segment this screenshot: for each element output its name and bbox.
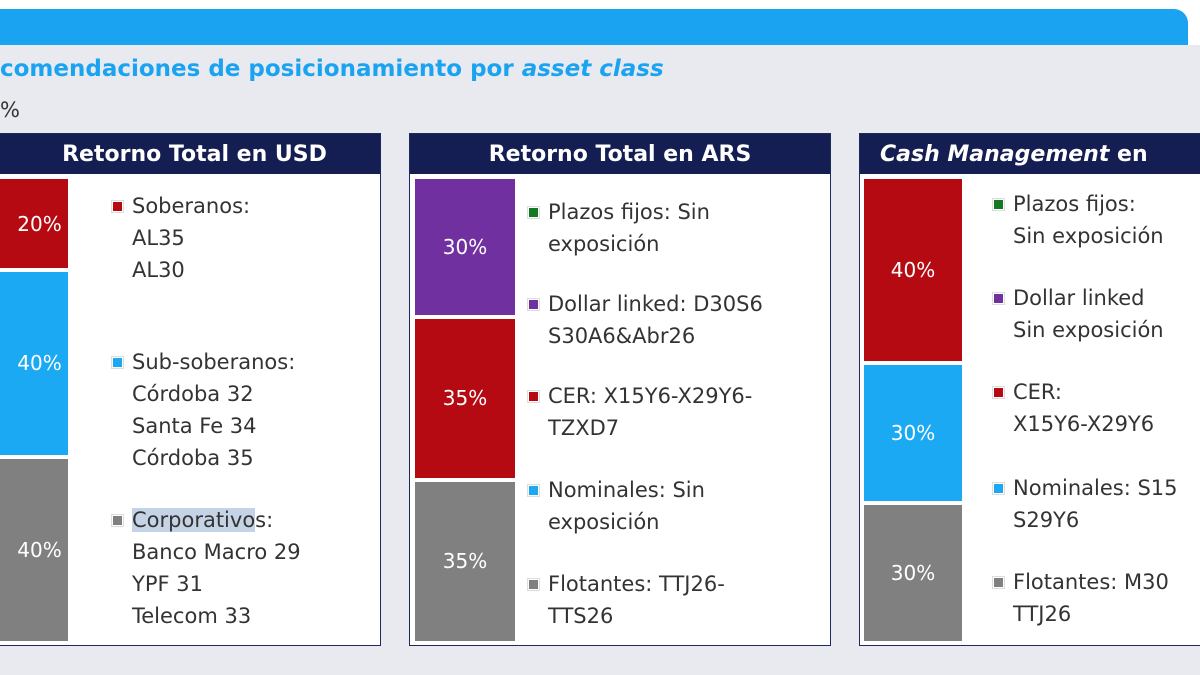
panel-cash-legend-item: Plazos fijos: Sin exposición bbox=[992, 188, 1164, 252]
panel-cash-bar-segment-flotantes: 30% bbox=[862, 503, 964, 643]
panel-cash-bar-segment-cer: 40% bbox=[862, 177, 964, 364]
panel-cash-bar-value-label: 40% bbox=[890, 258, 936, 283]
panel-ars-bar-segment-dollar-linked: 30% bbox=[413, 177, 517, 317]
panel-usd-legend-item: Sub-soberanos: Córdoba 32 Santa Fe 34 Córdo… bbox=[111, 346, 296, 474]
panel-cash-legend-text: Sin exposición bbox=[1013, 318, 1164, 342]
legend-marker-icon bbox=[992, 292, 1005, 305]
legend-marker-icon bbox=[992, 386, 1005, 399]
panel-ars-legend-text: exposición bbox=[548, 510, 660, 534]
panel-cash-legend-item: CER: X15Y6-X29Y6 bbox=[992, 376, 1155, 440]
panel-usd-bar-segment-soberanos: 20% bbox=[0, 177, 70, 271]
panel-ars-legend-text: exposición bbox=[548, 232, 660, 256]
panel-usd-title: Retorno Total en USD bbox=[62, 141, 327, 167]
panel-cash-legend-text: X15Y6-X29Y6 bbox=[1013, 412, 1155, 436]
panel-ars-legend-item: Plazos fijos: Sin exposición bbox=[527, 196, 710, 260]
legend-marker-icon bbox=[527, 390, 540, 403]
panel-cash: Cash Management en 40% 30% 30% Plazos fijo… bbox=[859, 133, 1200, 646]
panel-usd-legend-text: AL35 bbox=[132, 226, 185, 250]
legend-marker-icon bbox=[992, 482, 1005, 495]
panel-cash-legend-text: Flotantes: M30 bbox=[1013, 570, 1169, 594]
panel-ars-bar-segment-flotantes: 35% bbox=[413, 479, 517, 643]
panel-cash-title-italic: Cash Management bbox=[880, 141, 1110, 167]
panel-ars-legend-text: TTS26 bbox=[548, 604, 614, 628]
panel-cash-legend-item: Flotantes: M30 TTJ26 bbox=[992, 566, 1169, 630]
panel-usd-bar-value-label: 40% bbox=[17, 537, 62, 562]
panel-usd-legend-text: Córdoba 32 bbox=[132, 382, 254, 406]
panel-ars-legend-item: Nominales: Sin exposición bbox=[527, 474, 705, 538]
panel-usd-legend-text: Córdoba 35 bbox=[132, 446, 254, 470]
panel-cash-legend-text: Sin exposición bbox=[1013, 224, 1164, 248]
panel-ars-title: Retorno Total en ARS bbox=[488, 141, 752, 167]
panel-usd-legend-item: Soberanos: AL35 AL30 bbox=[111, 190, 251, 286]
panel-usd-bar: 20% 40% 40% bbox=[0, 177, 70, 643]
slide-title: comendaciones de posicionamiento por ass… bbox=[0, 56, 664, 82]
panel-ars-legend-item: Dollar linked: D30S6 S30A6&Abr26 bbox=[527, 288, 763, 352]
panel-ars-legend-text: CER: X15Y6-X29Y6- bbox=[548, 384, 753, 408]
legend-marker-icon bbox=[527, 298, 540, 311]
legend-marker-icon bbox=[111, 356, 124, 369]
panel-ars-bar-value-label: 30% bbox=[442, 234, 488, 259]
panel-cash-legend-text: CER: bbox=[1013, 380, 1062, 404]
panel-usd-bar-segment-sub-soberanos: 40% bbox=[0, 270, 70, 457]
panel-usd: Retorno Total en USD 20% 40% 40% Soberanos… bbox=[0, 133, 381, 646]
panel-ars-legend-text: TZXD7 bbox=[548, 416, 620, 440]
panel-cash-legend-item: Dollar linked Sin exposición bbox=[992, 282, 1164, 346]
panel-usd-legend-item: Corporativos: Banco Macro 29 YPF 31 Telecom… bbox=[111, 504, 301, 632]
top-banner bbox=[0, 9, 1188, 45]
legend-marker-icon bbox=[992, 198, 1005, 211]
panel-usd-bar-value-label: 20% bbox=[17, 211, 62, 236]
unit-label: % bbox=[0, 98, 20, 122]
panel-ars-bar-value-label: 35% bbox=[442, 549, 488, 574]
panel-usd-bar-segment-corporativos: 40% bbox=[0, 456, 70, 643]
panel-usd-legend-text: Santa Fe 34 bbox=[132, 414, 257, 438]
panel-usd-legend-text: AL30 bbox=[132, 258, 185, 282]
slide-title-text: comendaciones de posicionamiento por bbox=[0, 56, 522, 82]
panel-usd-legend-text: Soberanos: bbox=[132, 194, 251, 218]
panel-cash-header: Cash Management en bbox=[860, 134, 1200, 174]
panel-ars-bar-value-label: 35% bbox=[442, 386, 488, 411]
panel-ars-bar: 30% 35% 35% bbox=[413, 177, 517, 643]
panel-ars: Retorno Total en ARS 30% 35% 35% Plazos fi… bbox=[409, 133, 831, 646]
panel-cash-legend-item: Nominales: S15 S29Y6 bbox=[992, 472, 1178, 536]
panel-cash-bar-value-label: 30% bbox=[890, 561, 936, 586]
legend-marker-icon bbox=[527, 484, 540, 497]
panel-ars-bar-segment-cer: 35% bbox=[413, 316, 517, 480]
legend-marker-icon bbox=[527, 206, 540, 219]
panel-ars-legend-item: CER: X15Y6-X29Y6- TZXD7 bbox=[527, 380, 753, 444]
panel-cash-bar-value-label: 30% bbox=[890, 421, 936, 446]
panel-cash-bar-segment-nominales: 30% bbox=[862, 363, 964, 504]
legend-marker-icon bbox=[992, 576, 1005, 589]
panel-ars-legend-text: S30A6&Abr26 bbox=[548, 324, 696, 348]
panel-cash-legend-text: Dollar linked bbox=[1013, 286, 1145, 310]
panel-usd-legend-text: YPF 31 bbox=[132, 572, 203, 596]
legend-marker-icon bbox=[111, 200, 124, 213]
panel-ars-legend-text: Dollar linked: D30S6 bbox=[548, 292, 763, 316]
panel-usd-header: Retorno Total en USD bbox=[0, 134, 380, 174]
slide-title-italic: asset class bbox=[521, 56, 664, 82]
panel-usd-bar-value-label: 40% bbox=[17, 351, 62, 376]
selection-highlight: Corporativo bbox=[132, 508, 256, 532]
legend-marker-icon bbox=[527, 578, 540, 591]
panel-usd-legend-text: Telecom 33 bbox=[132, 604, 252, 628]
panel-ars-legend-text: Flotantes: TTJ26- bbox=[548, 572, 725, 596]
panel-ars-legend-text: Nominales: Sin bbox=[548, 478, 705, 502]
panel-ars-header: Retorno Total en ARS bbox=[410, 134, 830, 174]
panel-usd-legend-text: Banco Macro 29 bbox=[132, 540, 301, 564]
panel-cash-legend-text: Plazos fijos: bbox=[1013, 192, 1136, 216]
panel-cash-legend-text: S29Y6 bbox=[1013, 508, 1080, 532]
legend-marker-icon bbox=[111, 514, 124, 527]
panel-cash-legend-text: Nominales: S15 bbox=[1013, 476, 1178, 500]
panel-cash-bar: 40% 30% 30% bbox=[862, 177, 964, 643]
panel-cash-title-rest: en bbox=[1109, 141, 1148, 167]
panel-usd-legend-text: Corporativos: bbox=[132, 508, 274, 532]
panel-usd-legend-text: Sub-soberanos: bbox=[132, 350, 296, 374]
panel-cash-legend-text: TTJ26 bbox=[1013, 602, 1072, 626]
panel-ars-legend-item: Flotantes: TTJ26- TTS26 bbox=[527, 568, 725, 632]
panel-ars-legend-text: Plazos fijos: Sin bbox=[548, 200, 710, 224]
